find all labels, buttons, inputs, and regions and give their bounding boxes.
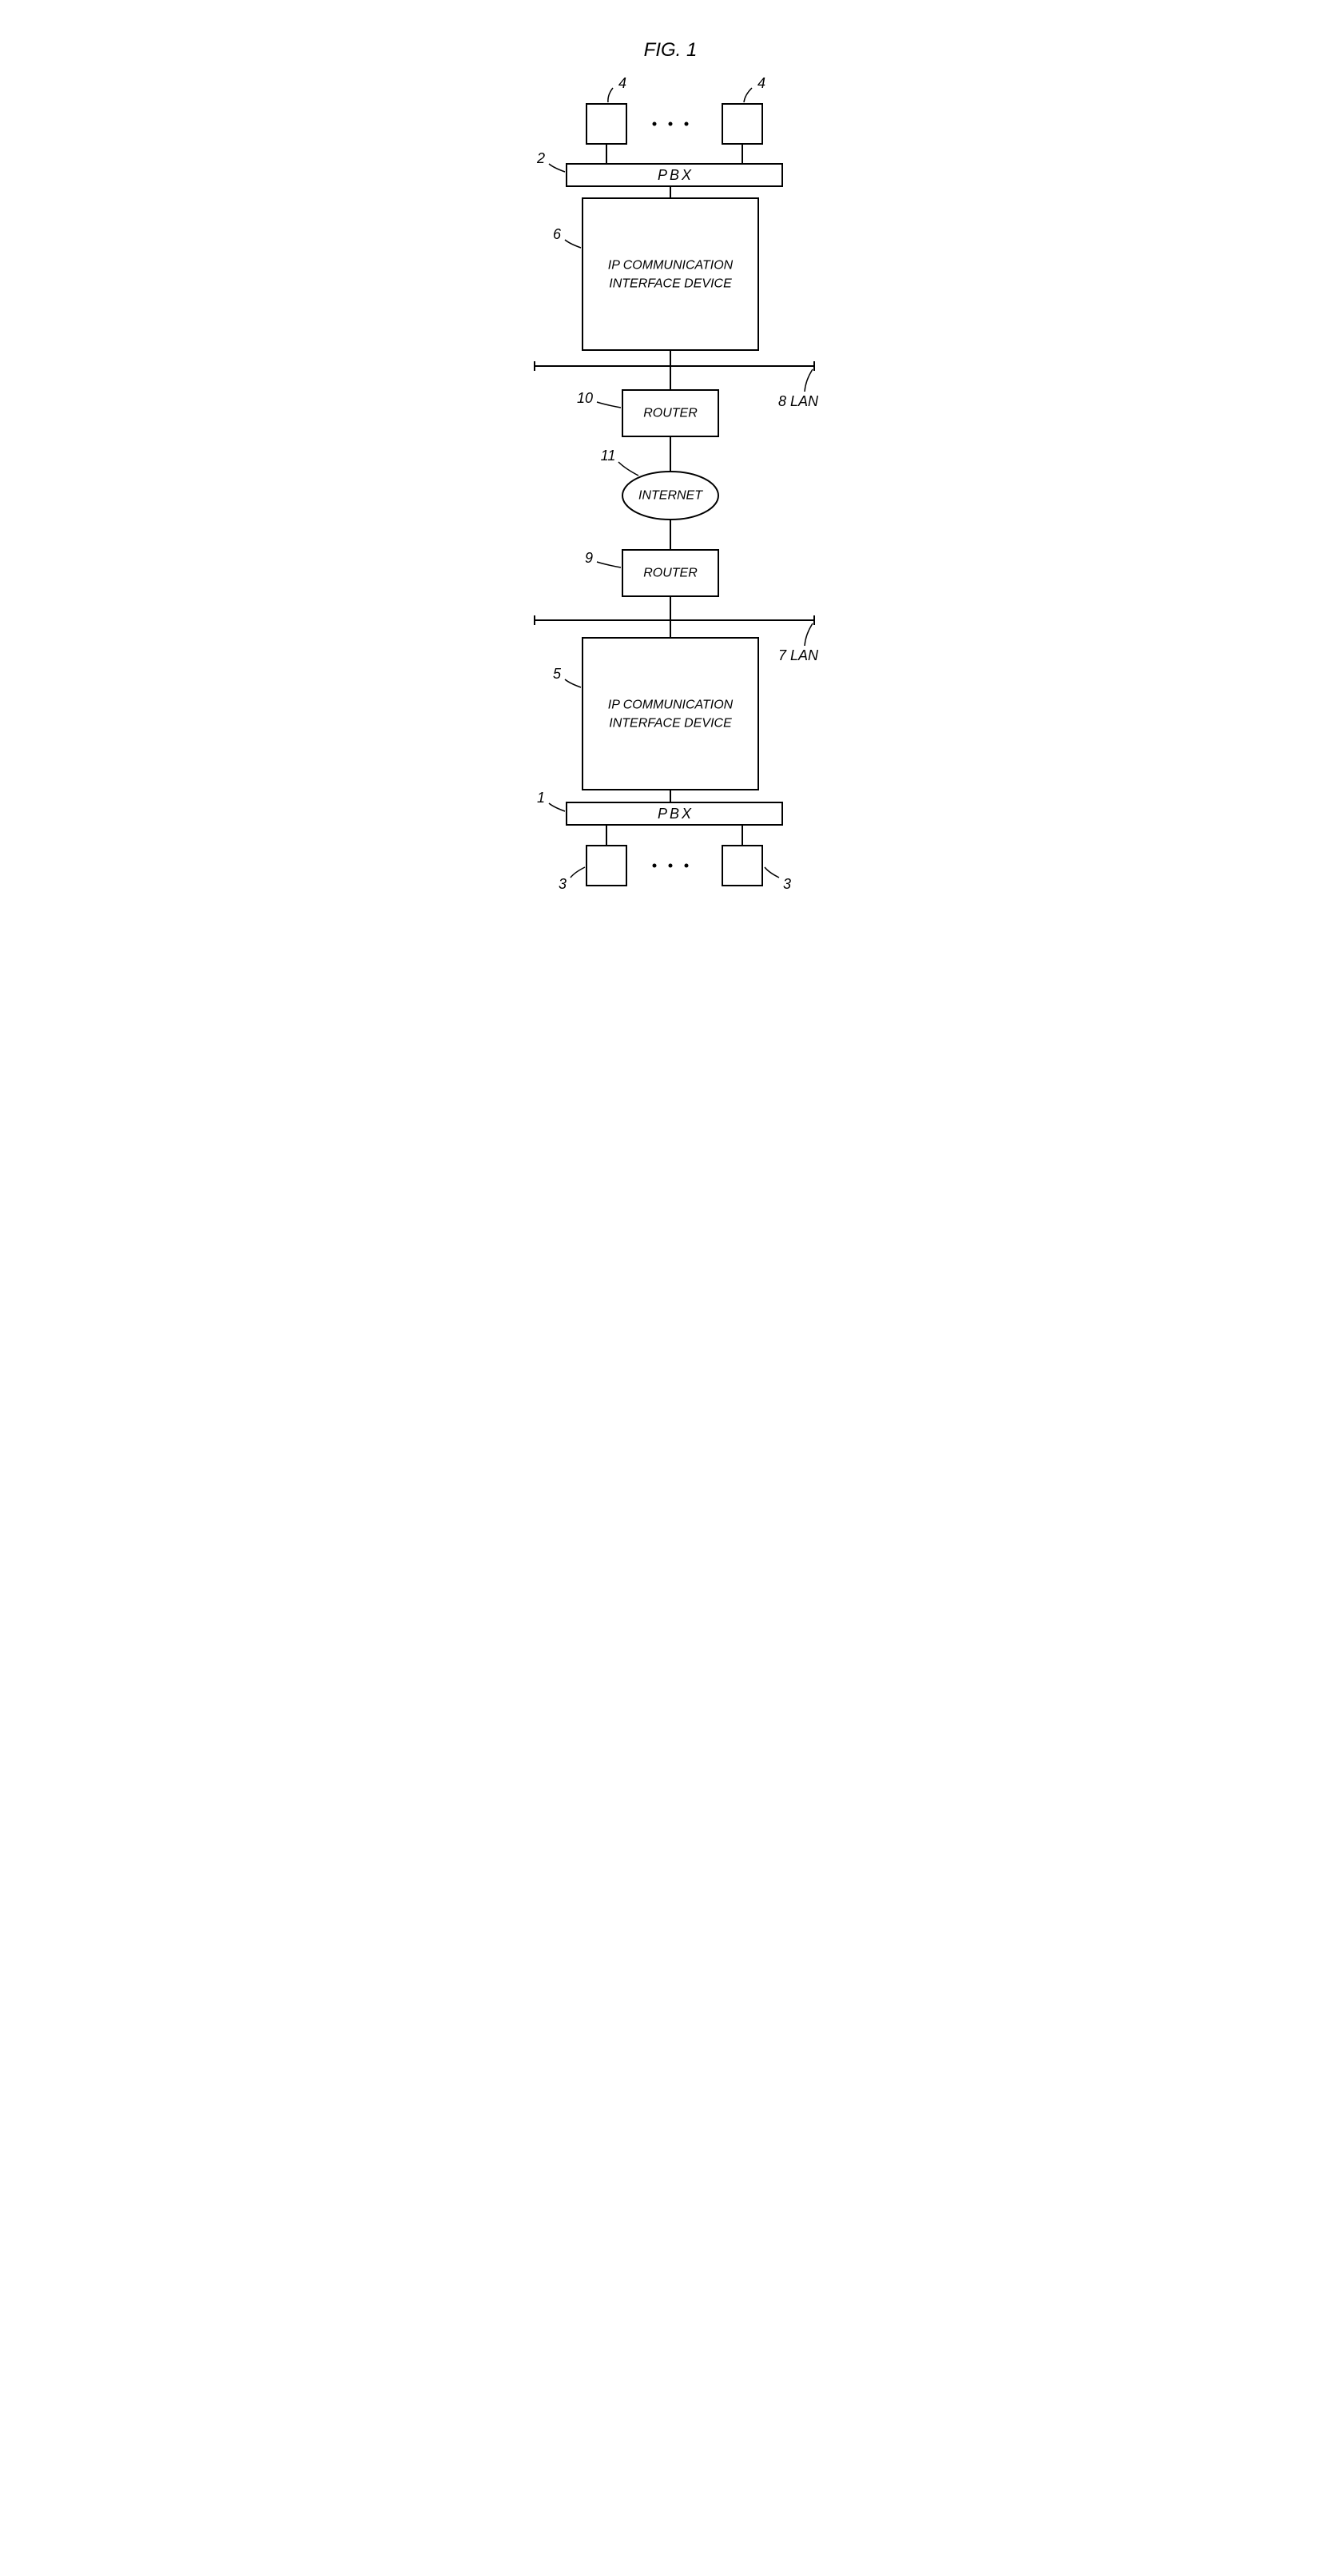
ref-number: 10 — [576, 390, 592, 406]
ip-device-label: INTERFACE DEVICE — [609, 277, 732, 291]
ref-number: 9 — [584, 550, 592, 566]
ref-leader — [565, 240, 581, 248]
terminal-box — [722, 846, 762, 886]
ref-leader — [565, 679, 581, 687]
ellipsis-dot — [652, 122, 656, 126]
ip-device-label: INTERFACE DEVICE — [609, 717, 732, 731]
ref-number: 6 — [552, 226, 561, 242]
ip-device-label: IP COMMUNICATION — [607, 699, 733, 712]
pbx-letter: X — [680, 167, 691, 183]
pbx-letter: B — [669, 806, 678, 822]
ref-number: 3 — [782, 876, 790, 892]
ref-leader — [549, 164, 565, 172]
ref-leader — [571, 867, 585, 878]
ellipsis-dot — [684, 864, 688, 868]
ref-number: 1 — [536, 790, 544, 806]
ref-leader — [744, 88, 752, 102]
router-label: ROUTER — [643, 567, 698, 580]
ref-number: 4 — [757, 75, 765, 91]
pbx-letter: P — [657, 806, 666, 822]
figure-title: FIG. 1 — [643, 39, 697, 61]
ref-leader — [618, 462, 638, 476]
pbx-letter: X — [680, 806, 691, 822]
ellipsis-dot — [668, 122, 672, 126]
pbx-letter: B — [669, 167, 678, 183]
ref-number: 11 — [600, 448, 615, 464]
terminal-box — [722, 104, 762, 144]
ref-leader — [765, 867, 779, 878]
pbx-letter: P — [657, 167, 666, 183]
ref-number: 7 LAN — [777, 647, 818, 663]
ref-number: 4 — [618, 75, 626, 91]
ellipsis-dot — [668, 864, 672, 868]
ref-number: 3 — [558, 876, 566, 892]
ref-number: 5 — [552, 666, 561, 682]
ref-leader — [597, 402, 621, 408]
ref-number: 8 LAN — [777, 393, 818, 409]
ellipsis-dot — [652, 864, 656, 868]
figure-diagram: FIG. 144PBX2IP COMMUNICATIONINTERFACE DE… — [423, 16, 918, 1023]
ref-number: 2 — [535, 150, 544, 166]
terminal-box — [586, 846, 626, 886]
ref-leader — [597, 562, 621, 567]
internet-label: INTERNET — [638, 489, 703, 503]
router-label: ROUTER — [643, 407, 698, 420]
ip-device-box — [583, 198, 758, 350]
ip-device-label: IP COMMUNICATION — [607, 259, 733, 273]
ref-leader — [805, 623, 813, 646]
ref-leader — [549, 803, 565, 811]
ip-device-box — [583, 638, 758, 790]
terminal-box — [586, 104, 626, 144]
ellipsis-dot — [684, 122, 688, 126]
ref-leader — [805, 369, 813, 392]
ref-leader — [607, 88, 612, 102]
